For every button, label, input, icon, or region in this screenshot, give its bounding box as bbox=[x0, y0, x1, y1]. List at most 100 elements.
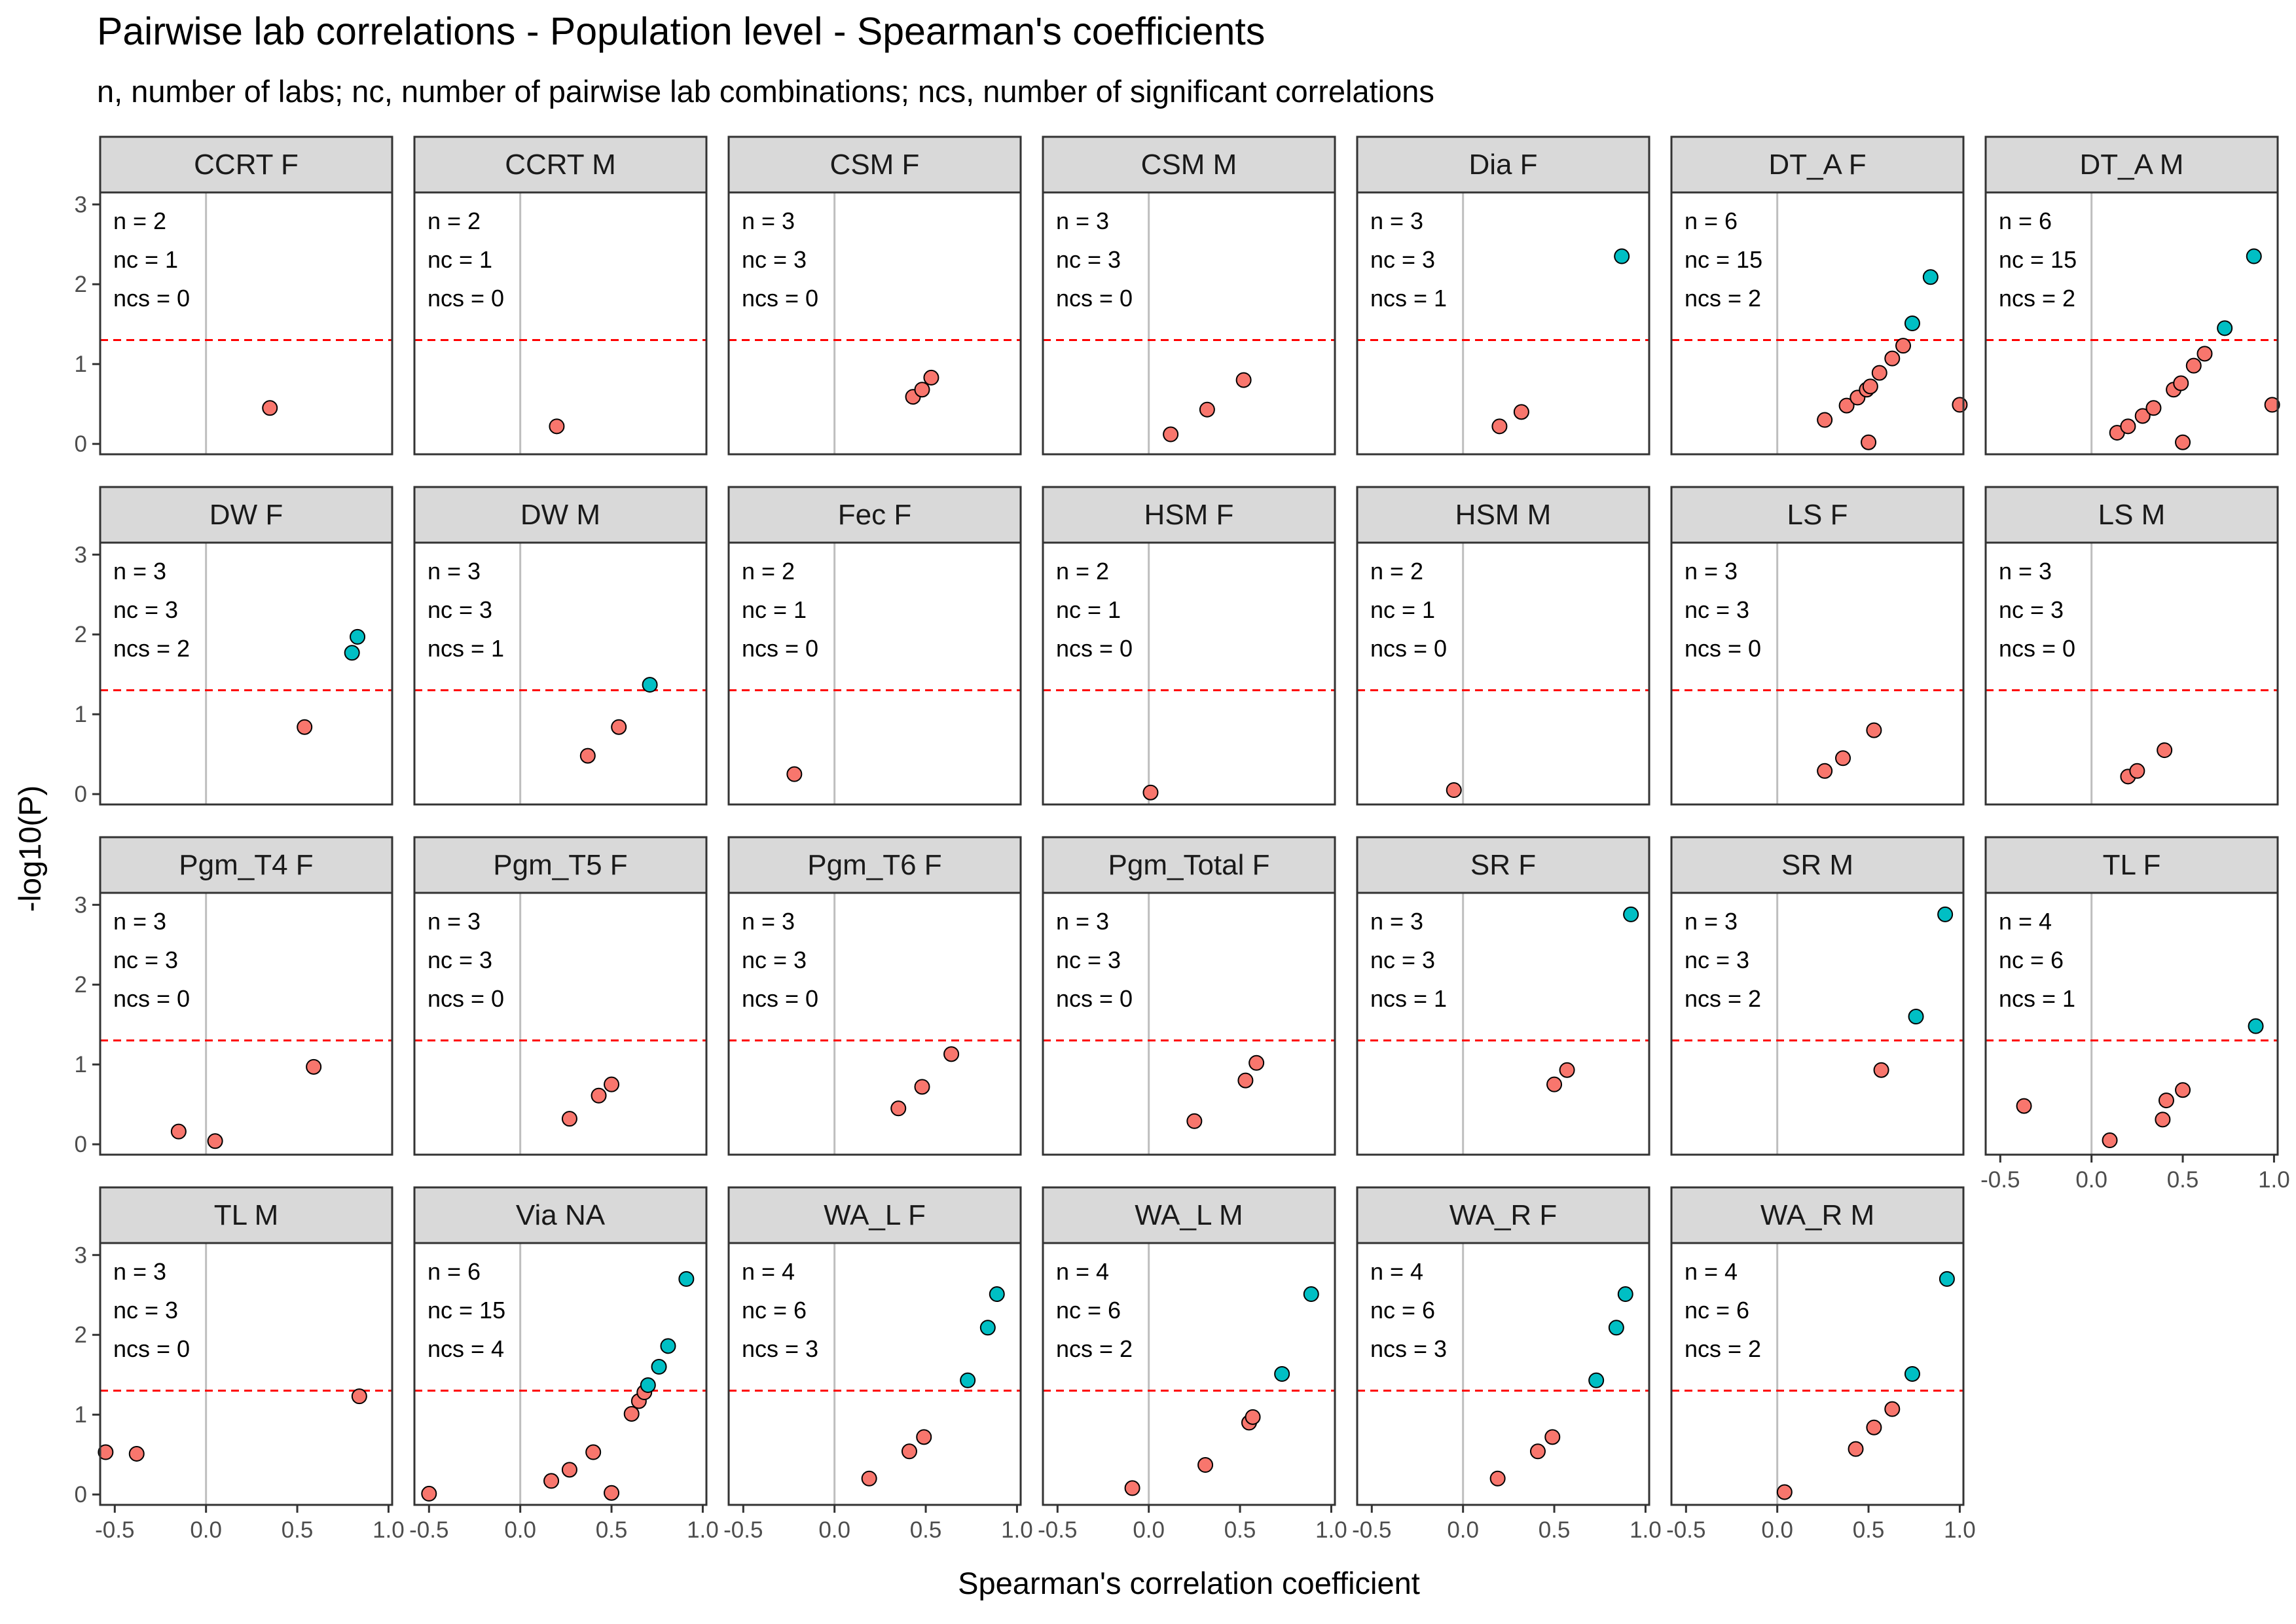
annotation-nc: nc = 3 bbox=[1370, 246, 1435, 273]
x-axis-title: Spearman's correlation coefficient bbox=[958, 1566, 1420, 1600]
facet-ls-m: LS M n = 3 nc = 3 ncs = 0 bbox=[1984, 486, 2279, 806]
annotation-ncs: ncs = 0 bbox=[1056, 285, 1133, 312]
x-tick-label: 0.0 bbox=[1133, 1517, 1165, 1543]
panel-border bbox=[727, 892, 1022, 1156]
facet-tl-m: TL M n = 3 nc = 3 ncs = 0 0 1 2 3 -0.5 0.0 0.5 1.0 bbox=[75, 1186, 405, 1543]
panel-border bbox=[727, 1242, 1022, 1506]
panel-background bbox=[1671, 543, 1963, 804]
y-tick-label: 1 bbox=[75, 352, 87, 377]
facet-strip bbox=[1670, 1186, 1965, 1244]
facet-strip bbox=[99, 486, 393, 544]
data-point-nonsignificant bbox=[561, 1111, 577, 1127]
data-point-nonsignificant bbox=[1817, 412, 1833, 428]
annotation-n: n = 2 bbox=[1056, 558, 1109, 585]
facet-sr-f: SR F n = 3 nc = 3 ncs = 1 bbox=[1356, 836, 1650, 1156]
data-point-significant bbox=[1617, 1286, 1633, 1303]
facet-pgm-total-f: Pgm_Total F n = 3 nc = 3 ncs = 0 bbox=[1042, 836, 1336, 1156]
annotation-n: n = 2 bbox=[113, 208, 166, 234]
panel-background bbox=[414, 893, 706, 1155]
panel-border bbox=[1670, 541, 1965, 806]
facet-via-na: Via NA n = 6 nc = 15 ncs = 4 -0.5 0.0 0.5 1.0 bbox=[409, 1186, 719, 1543]
data-point-nonsignificant bbox=[1866, 722, 1882, 738]
facet-strip bbox=[1670, 135, 1965, 194]
x-tick-label: -0.5 bbox=[723, 1517, 763, 1543]
facet-pgm-t6-f: Pgm_T6 F n = 3 nc = 3 ncs = 0 bbox=[727, 836, 1022, 1156]
x-tick-label: 1.0 bbox=[687, 1517, 719, 1543]
data-point-significant bbox=[1922, 269, 1939, 285]
annotation-n: n = 2 bbox=[1370, 558, 1423, 585]
annotation-n: n = 4 bbox=[1370, 1258, 1423, 1285]
annotation-nc: nc = 1 bbox=[1056, 596, 1121, 623]
annotation-nc: nc = 1 bbox=[742, 596, 807, 623]
panel-border bbox=[413, 892, 708, 1156]
panel-border bbox=[1356, 892, 1650, 1156]
annotation-nc: nc = 6 bbox=[1685, 1297, 1749, 1324]
facet-strip-label: LS F bbox=[1787, 499, 1848, 531]
annotation-n: n = 2 bbox=[742, 558, 795, 585]
x-tick-label: 1.0 bbox=[1001, 1517, 1033, 1543]
annotation-ncs: ncs = 1 bbox=[1370, 985, 1447, 1012]
facet-dt-a-f: DT_A F n = 6 nc = 15 ncs = 2 bbox=[1670, 135, 1968, 456]
facet-strip bbox=[1356, 836, 1650, 894]
facet-strip bbox=[727, 135, 1022, 194]
data-point-nonsignificant bbox=[98, 1444, 114, 1460]
annotation-n: n = 3 bbox=[1370, 208, 1423, 234]
panel-border bbox=[1042, 1242, 1336, 1506]
facet-dw-f: DW F n = 3 nc = 3 ncs = 2 0 1 2 3 bbox=[75, 486, 393, 807]
annotation-n: n = 3 bbox=[742, 208, 795, 234]
panel-border bbox=[727, 191, 1022, 456]
facet-sr-m: SR M n = 3 nc = 3 ncs = 2 bbox=[1670, 836, 1965, 1156]
data-point-nonsignificant bbox=[1491, 418, 1508, 435]
annotation-nc: nc = 6 bbox=[1370, 1297, 1435, 1324]
data-point-nonsignificant bbox=[604, 1485, 620, 1501]
annotation-nc: nc = 3 bbox=[1056, 246, 1121, 273]
x-tick-label: 1.0 bbox=[2258, 1167, 2290, 1193]
annotation-nc: nc = 1 bbox=[428, 246, 492, 273]
facet-strip-label: WA_R M bbox=[1760, 1199, 1874, 1231]
data-point-significant bbox=[344, 645, 360, 661]
data-point-significant bbox=[979, 1320, 996, 1336]
panel-background bbox=[1357, 543, 1649, 804]
facet-strip-label: Pgm_Total F bbox=[1108, 849, 1270, 881]
facet-strip-label: WA_L M bbox=[1135, 1199, 1243, 1231]
annotation-nc: nc = 15 bbox=[428, 1297, 505, 1324]
annotation-ncs: ncs = 2 bbox=[1056, 1335, 1133, 1362]
y-axis-title: -log10(P) bbox=[12, 785, 47, 912]
data-point-nonsignificant bbox=[421, 1485, 437, 1502]
panel-border bbox=[99, 892, 393, 1156]
y-tick-label: 3 bbox=[75, 892, 87, 918]
facet-strip-label: WA_R F bbox=[1449, 1199, 1558, 1231]
facet-strip bbox=[1670, 836, 1965, 894]
data-point-nonsignificant bbox=[2102, 1132, 2118, 1149]
panel-background bbox=[729, 893, 1021, 1155]
facet-strip bbox=[413, 836, 708, 894]
data-point-nonsignificant bbox=[543, 1473, 560, 1489]
data-point-nonsignificant bbox=[2173, 375, 2189, 391]
data-point-nonsignificant bbox=[1862, 378, 1878, 395]
annotation-nc: nc = 3 bbox=[1685, 947, 1749, 973]
data-point-nonsignificant bbox=[1245, 1409, 1261, 1425]
data-point-significant bbox=[960, 1372, 976, 1388]
annotation-ncs: ncs = 0 bbox=[428, 985, 504, 1012]
data-point-nonsignificant bbox=[923, 369, 939, 386]
annotation-nc: nc = 3 bbox=[1999, 596, 2064, 623]
facet-strip-label: Via NA bbox=[516, 1199, 606, 1231]
panel-background bbox=[1043, 192, 1335, 454]
annotation-n: n = 3 bbox=[1685, 558, 1738, 585]
panel-border bbox=[1984, 892, 2279, 1156]
panel-border bbox=[1356, 1242, 1650, 1506]
y-tick-label: 1 bbox=[75, 702, 87, 727]
data-point-nonsignificant bbox=[611, 719, 627, 735]
data-point-nonsignificant bbox=[916, 1429, 932, 1445]
data-point-significant bbox=[640, 1377, 656, 1394]
facet-strip-label: HSM F bbox=[1144, 499, 1234, 531]
facet-strip bbox=[1670, 486, 1965, 544]
data-point-nonsignificant bbox=[561, 1462, 577, 1478]
facet-strip-label: SR F bbox=[1470, 849, 1536, 881]
x-tick-label: -0.5 bbox=[1666, 1517, 1705, 1543]
panel-background bbox=[100, 893, 392, 1155]
annotation-ncs: ncs = 0 bbox=[1685, 635, 1761, 662]
annotation-n: n = 2 bbox=[428, 208, 481, 234]
annotation-nc: nc = 3 bbox=[742, 246, 807, 273]
data-point-nonsignificant bbox=[901, 1443, 917, 1460]
